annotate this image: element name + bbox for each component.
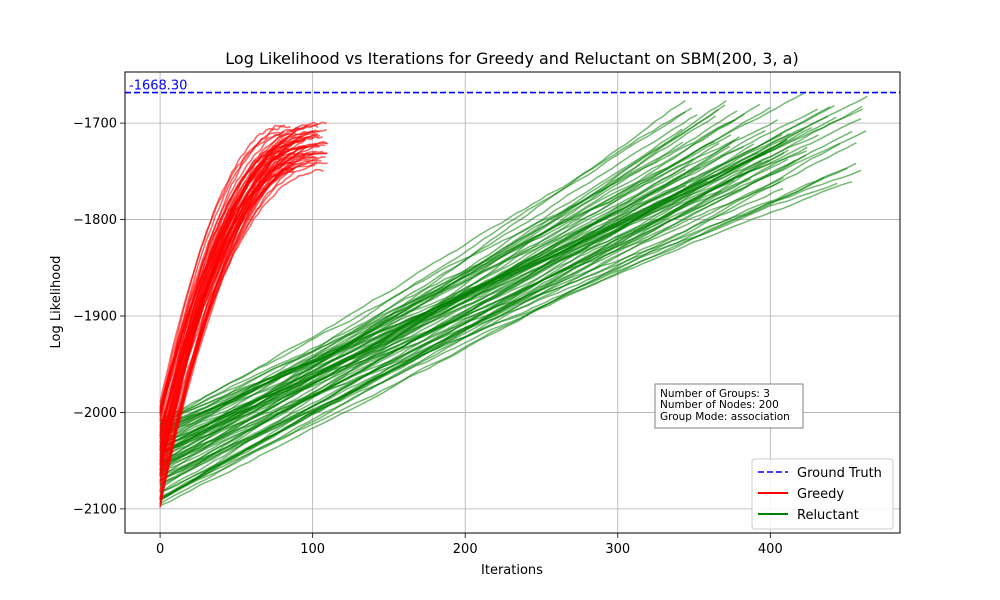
- reluctant-run-line: [159, 130, 867, 444]
- reluctant-run-line: [159, 140, 715, 425]
- reluctant-run-line: [159, 142, 720, 487]
- greedy-run-line: [159, 130, 285, 404]
- chart-title: Log Likelihood vs Iterations for Greedy …: [225, 49, 798, 68]
- info-line-nodes: Number of Nodes: 200: [660, 399, 779, 411]
- x-axis-title: Iterations: [481, 563, 543, 578]
- x-axis-ticks: 0 100 200 300 400: [156, 533, 783, 557]
- y-tick-label: −1900: [73, 310, 117, 325]
- info-line-groups: Number of Groups: 3: [660, 388, 770, 400]
- y-axis-ticks: −2100 −2000 −1900 −1800 −1700: [73, 117, 125, 517]
- reluctant-run-line: [159, 107, 693, 422]
- ground-truth-value-label: -1668.30: [129, 79, 187, 94]
- x-tick-label: 200: [453, 542, 478, 557]
- reluctant-run-line: [159, 134, 732, 437]
- legend-label-greedy: Greedy: [797, 487, 844, 502]
- y-axis-title: Log Likelihood: [49, 256, 64, 349]
- reluctant-run-line: [159, 114, 698, 457]
- greedy-run-line: [159, 138, 306, 451]
- reluctant-run-line: [159, 115, 829, 449]
- y-tick-label: −1700: [73, 117, 117, 132]
- x-tick-label: 300: [605, 542, 630, 557]
- series-layer: [159, 92, 868, 508]
- x-tick-label: 400: [758, 542, 783, 557]
- x-tick-label: 100: [300, 542, 325, 557]
- reluctant-run-line: [159, 152, 759, 455]
- legend-frame: [751, 458, 894, 530]
- reluctant-run-line: [159, 152, 767, 452]
- greedy-run-line: [159, 163, 286, 419]
- reluctant-run-line: [159, 100, 727, 467]
- greedy-run-line: [159, 168, 324, 466]
- info-line-mode: Group Mode: association: [660, 411, 790, 423]
- legend-label-reluctant: Reluctant: [797, 508, 859, 523]
- x-tick-label: 0: [156, 542, 164, 557]
- legend-label-ground-truth: Ground Truth: [797, 466, 882, 481]
- info-box-frame: [654, 383, 804, 429]
- reluctant-run-line: [159, 187, 784, 462]
- greedy-run-line: [159, 124, 319, 456]
- reluctant-run-line: [159, 103, 761, 478]
- reluctant-run-line: [159, 136, 740, 500]
- greedy-run-line: [159, 150, 324, 505]
- plot-frame: [124, 71, 901, 534]
- reluctant-run-line: [159, 108, 719, 502]
- legend: Ground Truth Greedy Reluctant: [751, 458, 894, 530]
- greedy-run-line: [159, 135, 323, 505]
- reluctant-run-line: [159, 143, 841, 500]
- y-tick-label: −2000: [73, 406, 117, 421]
- info-box: Number of Groups: 3 Number of Nodes: 200…: [654, 383, 804, 429]
- reluctant-run-line: [159, 110, 738, 457]
- greedy-run-line: [159, 127, 300, 411]
- reluctant-run-line: [159, 132, 790, 494]
- greedy-run-line: [159, 150, 283, 443]
- greedy-run-line: [159, 124, 286, 412]
- reluctant-run-line: [159, 113, 745, 445]
- reluctant-run-line: [159, 180, 853, 453]
- y-tick-label: −2100: [73, 502, 117, 517]
- greedy-run-line: [159, 153, 306, 500]
- y-tick-label: −1800: [73, 213, 117, 228]
- reluctant-run-line: [159, 111, 686, 447]
- greedy-run-line: [159, 161, 298, 471]
- reluctant-run-line: [159, 176, 825, 477]
- reluctant-run-line: [159, 151, 785, 505]
- reluctant-run-line: [159, 141, 857, 507]
